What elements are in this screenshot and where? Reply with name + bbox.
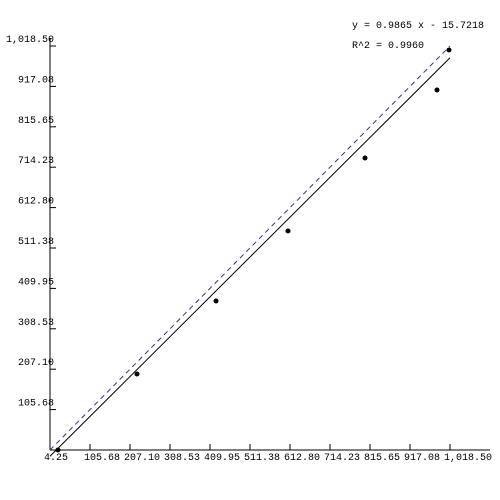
y-tick-label: 917.08 — [18, 75, 54, 86]
point — [285, 228, 291, 234]
point — [213, 298, 219, 304]
y-tick-label: 409.95 — [18, 277, 54, 288]
point — [362, 155, 368, 161]
x-tick-label: 815.65 — [364, 453, 400, 464]
x-tick-label: 917.08 — [404, 453, 440, 464]
r-squared: R^2 = 0.9960 — [352, 41, 424, 52]
x-tick-label: 409.95 — [204, 453, 240, 464]
y-tick-label: 714.23 — [18, 156, 54, 167]
x-tick-label: 308.53 — [164, 453, 200, 464]
x-tick-label: 1,018.50 — [444, 453, 492, 464]
x-tick-label: 4.25 — [44, 453, 68, 464]
y-tick-label: 105.68 — [18, 399, 54, 410]
y-tick-label: 612.80 — [18, 197, 54, 208]
fit-line — [49, 57, 451, 457]
y-tick-label: 815.65 — [18, 116, 54, 127]
point — [55, 447, 61, 453]
y-tick-label: 207.10 — [18, 358, 54, 369]
y-tick-label: 1,018.50 — [6, 35, 54, 46]
x-tick-label: 105.68 — [84, 453, 120, 464]
identity-line — [49, 45, 451, 451]
y-tick-label: 511.38 — [18, 237, 54, 248]
y-tick-label: 308.53 — [18, 318, 54, 329]
point — [434, 87, 440, 93]
x-tick-label: 612.80 — [284, 453, 320, 464]
x-tick-label: 207.10 — [124, 453, 160, 464]
equation: y = 0.9865 x - 15.7218 — [352, 21, 484, 32]
point — [446, 47, 452, 53]
x-tick-label: 511.38 — [244, 453, 280, 464]
x-tick-label: 714.23 — [324, 453, 360, 464]
point — [134, 371, 140, 377]
